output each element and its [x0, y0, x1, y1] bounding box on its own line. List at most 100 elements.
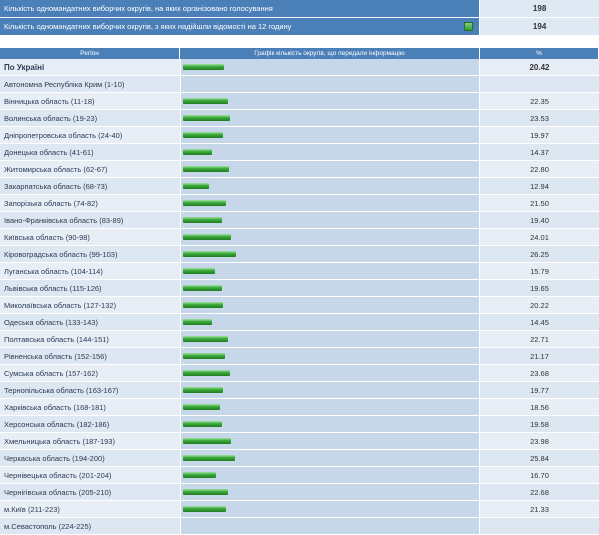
table-row: Чернівецька область (201-204) 16.70 — [0, 467, 599, 484]
progress-bar — [183, 183, 209, 189]
bar-cell — [180, 59, 480, 76]
percent-value: 16.70 — [480, 467, 599, 484]
bar-cell — [180, 501, 480, 518]
table-row: Черкаська область (194-200) 25.84 — [0, 450, 599, 467]
progress-bar — [183, 336, 228, 342]
regions-table: Регіон Графік кількість округів, що пере… — [0, 48, 599, 535]
bar-cell — [180, 212, 480, 229]
header-region: Регіон — [0, 48, 180, 59]
percent-value: 15.79 — [480, 263, 599, 280]
progress-bar — [183, 217, 222, 223]
region-name: Миколаївська область (127-132) — [0, 297, 180, 314]
progress-bar — [183, 438, 231, 444]
bar-cell — [180, 76, 480, 93]
table-row: Житомирська область (62-67) 22.80 — [0, 161, 599, 178]
bar-cell — [180, 416, 480, 433]
percent-value: 18.56 — [480, 399, 599, 416]
region-name: Кіровоградська область (99-103) — [0, 246, 180, 263]
region-name: м.Севастополь (224-225) — [0, 518, 180, 535]
bar-cell — [180, 382, 480, 399]
percent-value: 25.84 — [480, 450, 599, 467]
progress-bar — [183, 506, 226, 512]
summary-panel: Кількість одномандатних виборчих округів… — [0, 0, 599, 36]
bar-cell — [180, 331, 480, 348]
percent-value: 20.22 — [480, 297, 599, 314]
table-row: Волинська область (19-23) 23.53 — [0, 110, 599, 127]
progress-bar — [183, 421, 222, 427]
progress-bar — [183, 370, 230, 376]
table-row: Дніпропетровська область (24-40) 19.97 — [0, 127, 599, 144]
region-name: Луганська область (104-114) — [0, 263, 180, 280]
table-row: Одеська область (133-143) 14.45 — [0, 314, 599, 331]
progress-bar — [183, 387, 223, 393]
table-row: Львівська область (115-126) 19.65 — [0, 280, 599, 297]
percent-value: 19.40 — [480, 212, 599, 229]
bar-cell — [180, 93, 480, 110]
percent-value: 14.45 — [480, 314, 599, 331]
bar-cell — [180, 365, 480, 382]
progress-bar — [183, 149, 212, 155]
table-row: Миколаївська область (127-132) 20.22 — [0, 297, 599, 314]
percent-value: 24.01 — [480, 229, 599, 246]
percent-value — [480, 76, 599, 93]
bar-cell — [180, 314, 480, 331]
progress-bar — [183, 64, 224, 70]
table-row: Рівненська область (152-156) 21.17 — [0, 348, 599, 365]
table-row: Харківська область (168-181) 18.56 — [0, 399, 599, 416]
region-name: Чернівецька область (201-204) — [0, 467, 180, 484]
table-row: Запорізька область (74-82) 21.50 — [0, 195, 599, 212]
bar-cell — [180, 433, 480, 450]
table-row: По Україні 20.42 — [0, 59, 599, 76]
region-name: Чернігівська область (205-210) — [0, 484, 180, 501]
percent-value: 19.77 — [480, 382, 599, 399]
progress-bar — [183, 251, 236, 257]
bar-cell — [180, 280, 480, 297]
region-name: Закарпатська область (68-73) — [0, 178, 180, 195]
table-row: Сумська область (157-162) 23.68 — [0, 365, 599, 382]
progress-bar — [183, 353, 225, 359]
percent-value: 23.53 — [480, 110, 599, 127]
region-name: Волинська область (19-23) — [0, 110, 180, 127]
table-row: Луганська область (104-114) 15.79 — [0, 263, 599, 280]
progress-bar — [183, 166, 229, 172]
summary-value: 194 — [480, 18, 599, 35]
progress-bar — [183, 285, 222, 291]
region-name: Тернопільська область (163-167) — [0, 382, 180, 399]
region-name: Одеська область (133-143) — [0, 314, 180, 331]
progress-bar — [183, 115, 230, 121]
progress-bar — [183, 455, 235, 461]
bar-cell — [180, 263, 480, 280]
bar-cell — [180, 246, 480, 263]
progress-bar — [183, 268, 215, 274]
region-name: Полтавська область (144-151) — [0, 331, 180, 348]
table-row: Донецька область (41-61) 14.37 — [0, 144, 599, 161]
region-name: По Україні — [0, 59, 180, 76]
region-name: м.Київ (211-223) — [0, 501, 180, 518]
header-chart: Графік кількість округів, що передали ін… — [180, 48, 480, 59]
region-name: Автономна Республіка Крим (1-10) — [0, 76, 180, 93]
bar-cell — [180, 348, 480, 365]
region-name: Київська область (90-98) — [0, 229, 180, 246]
percent-value: 22.80 — [480, 161, 599, 178]
table-row: Кіровоградська область (99-103) 26.25 — [0, 246, 599, 263]
percent-value: 23.68 — [480, 365, 599, 382]
bar-cell — [180, 195, 480, 212]
table-row: Закарпатська область (68-73) 12.94 — [0, 178, 599, 195]
bar-cell — [180, 110, 480, 127]
table-row: Полтавська область (144-151) 22.71 — [0, 331, 599, 348]
table-row: м.Київ (211-223) 21.33 — [0, 501, 599, 518]
bar-cell — [180, 297, 480, 314]
table-row: Вінницька область (11-18) 22.35 — [0, 93, 599, 110]
bar-cell — [180, 518, 480, 535]
percent-value: 19.97 — [480, 127, 599, 144]
table-row: Хмельницька область (187-193) 23.98 — [0, 433, 599, 450]
percent-value: 22.68 — [480, 484, 599, 501]
percent-value: 12.94 — [480, 178, 599, 195]
progress-bar — [183, 200, 226, 206]
summary-label: Кількість одномандатних виборчих округів… — [4, 4, 273, 13]
table-row: Автономна Республіка Крим (1-10) — [0, 76, 599, 93]
table-row: Херсонська область (182-186) 19.58 — [0, 416, 599, 433]
percent-value: 20.42 — [480, 59, 599, 76]
table-row: Чернігівська область (205-210) 22.68 — [0, 484, 599, 501]
table-row: Тернопільська область (163-167) 19.77 — [0, 382, 599, 399]
